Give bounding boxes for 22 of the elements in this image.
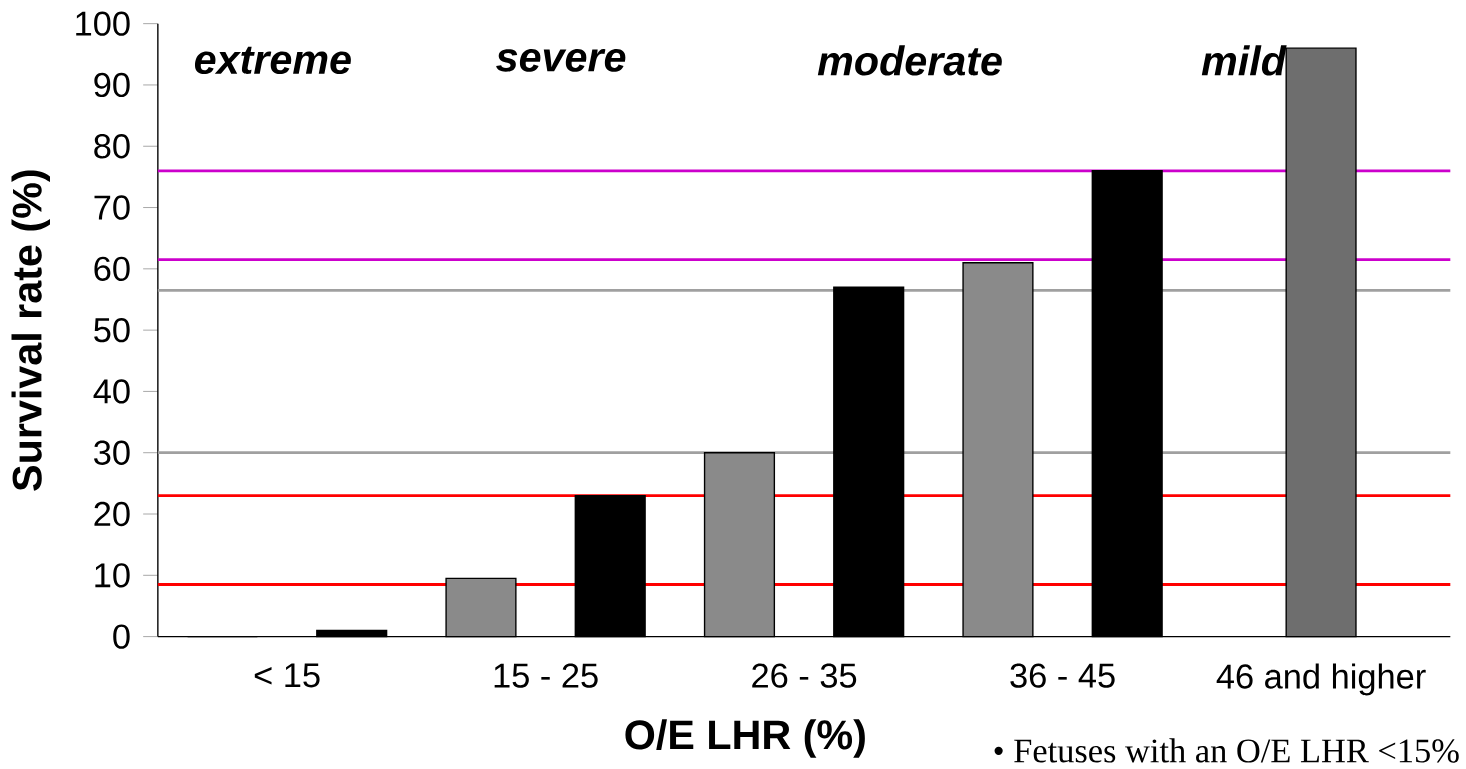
y-tick-label: 90 [94,72,130,98]
y-axis-title: Survival rate (%) [11,170,50,491]
text: • Fetuses with an O/E LHR <15% [994,738,1459,763]
y-tick-label: 30 [94,440,130,465]
x-tick-label: 26 - 35 [752,663,857,688]
annotation: moderate [817,45,1002,76]
x-axis-title: O/E LHR (%) [625,719,865,758]
x-tick-label: < 15 [254,663,320,688]
y-tick-label: 0 [113,624,130,649]
y-tick-label: 70 [94,195,130,220]
y-tick-label: 100 [76,11,130,36]
annotation: extreme [194,46,351,75]
y-tick-label: 20 [94,501,130,527]
y-tick-label: 60 [94,256,130,281]
x-tick-label: 15 - 25 [494,663,598,688]
annotation: severe [496,49,626,72]
x-tick-label: 36 - 45 [1010,663,1115,688]
x-tick-label: 46 and higher [1216,663,1426,696]
y-tick-label: 10 [95,563,130,588]
y-tick-label: 40 [93,379,130,404]
y-tick-label: 80 [94,134,130,159]
y-tick-label: 50 [94,317,130,343]
